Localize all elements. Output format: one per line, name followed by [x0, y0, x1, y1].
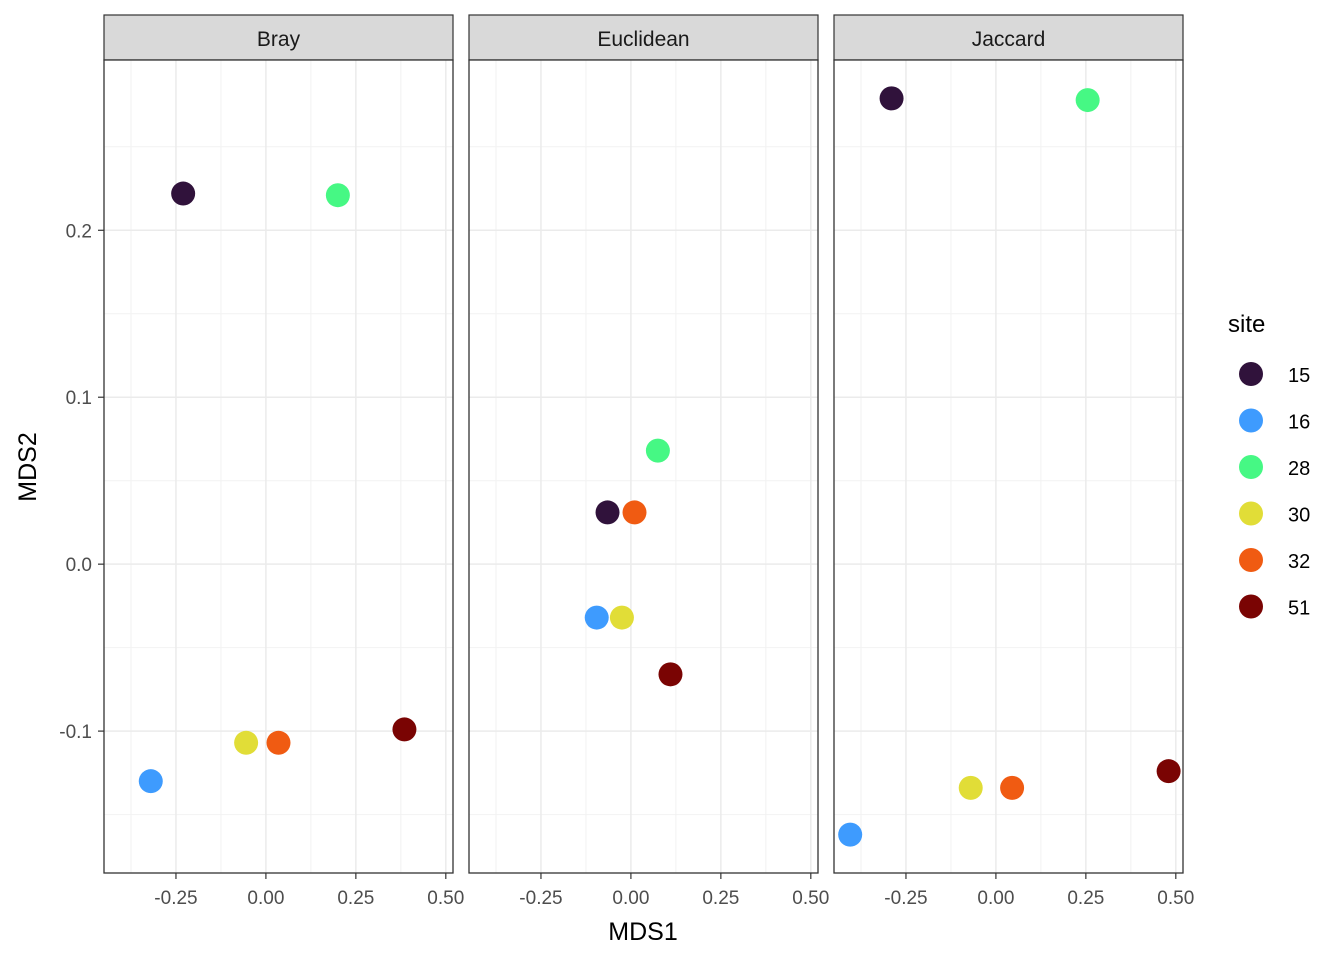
x-tick-label: 0.50 [1157, 888, 1194, 909]
x-tick-label: 0.00 [977, 888, 1014, 909]
point-site-15 [879, 86, 904, 111]
x-tick-label: 0.25 [1067, 888, 1104, 909]
x-tick-label: 0.00 [247, 888, 284, 909]
point-site-28 [1075, 88, 1100, 113]
legend-item-32: 32 [1239, 548, 1310, 573]
point-site-32 [1000, 775, 1025, 800]
legend-label: 32 [1288, 551, 1310, 573]
legend-item-51: 51 [1239, 594, 1310, 620]
legend-label: 16 [1288, 412, 1310, 434]
facet-strip-label: Euclidean [597, 28, 689, 51]
legend-item-28: 28 [1239, 455, 1310, 480]
point-site-51 [658, 662, 683, 687]
legend-key [1239, 548, 1263, 572]
panel-border [833, 59, 1184, 874]
x-tick-label: 0.00 [612, 888, 649, 909]
facet-strip [103, 14, 454, 61]
legend-title: site [1228, 311, 1265, 338]
x-tick-label: -0.25 [884, 888, 927, 909]
point-site-15 [171, 181, 196, 206]
x-tick-label: -0.25 [519, 888, 562, 909]
legend-key [1239, 501, 1263, 526]
legend-key [1239, 594, 1263, 619]
legend-label: 51 [1288, 598, 1310, 620]
legend-item-15: 15 [1239, 362, 1310, 387]
point-site-32 [266, 730, 291, 755]
y-tick-label: 0.1 [66, 388, 92, 409]
y-tick-label: 0.0 [66, 555, 92, 576]
legend-key [1239, 408, 1263, 433]
point-site-28 [645, 438, 670, 463]
x-axis-title: MDS1 [608, 918, 677, 946]
legend-label: 15 [1288, 365, 1310, 387]
point-site-32 [622, 500, 647, 525]
point-site-30 [234, 730, 259, 755]
panel-border [103, 59, 454, 874]
panel-bray: Bray -0.25 0.00 0.25 0.50 -0.1 0.0 0.1 0.2 [59, 14, 464, 909]
point-site-16 [838, 822, 863, 847]
point-site-30 [609, 605, 634, 630]
facet-strip-label: Jaccard [972, 28, 1046, 51]
point-site-30 [958, 775, 983, 800]
y-tick-label: 0.2 [66, 221, 92, 242]
panel-border [468, 59, 819, 874]
panels-layer: Bray -0.25 0.00 0.25 0.50 -0.1 0.0 0.1 0.2 Euclid… [59, 14, 1194, 909]
plot-background [469, 60, 818, 873]
x-tick-label: 0.25 [337, 888, 374, 909]
legend-label: 28 [1288, 458, 1310, 480]
panel-euclidean: Euclidean -0.25 0.00 0.25 0.50 [468, 14, 829, 909]
legend-item-30: 30 [1239, 501, 1310, 527]
plot-background [834, 60, 1183, 873]
legend-key [1239, 362, 1263, 386]
x-tick-label: 0.50 [427, 888, 464, 909]
point-site-16 [584, 605, 609, 630]
point-site-15 [595, 500, 620, 525]
facet-strip-label: Bray [257, 28, 301, 51]
panel-jaccard: Jaccard -0.25 0.00 0.25 0.50 [833, 14, 1194, 909]
x-tick-label: 0.50 [792, 888, 829, 909]
legend-item-16: 16 [1239, 408, 1310, 434]
y-axis-title: MDS2 [14, 432, 42, 501]
x-tick-label: 0.25 [702, 888, 739, 909]
point-site-16 [138, 769, 163, 794]
point-site-28 [325, 183, 350, 208]
y-tick-label: -0.1 [59, 722, 92, 743]
x-tick-label: -0.25 [154, 888, 197, 909]
legend-label: 30 [1288, 505, 1310, 527]
facet-strip [833, 14, 1184, 61]
legend: site 15 16 28 30 32 51 [1228, 311, 1310, 620]
point-site-51 [392, 717, 417, 742]
legend-key [1239, 455, 1263, 479]
point-site-51 [1156, 759, 1181, 784]
